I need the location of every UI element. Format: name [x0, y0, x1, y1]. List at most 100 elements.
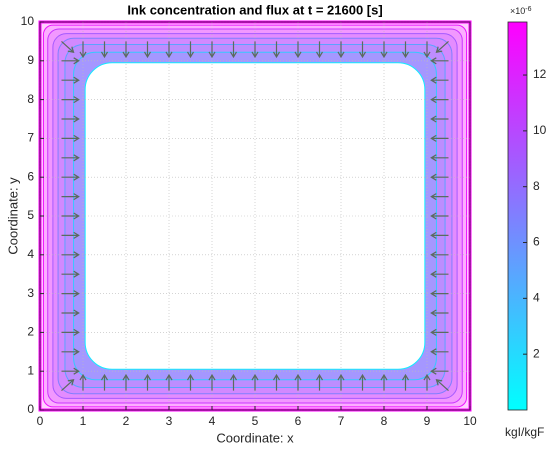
- y-tick-label: 9: [27, 53, 34, 67]
- colorbar-tick-label: 12: [533, 67, 547, 81]
- y-tick-label: 4: [27, 247, 34, 261]
- x-tick-label: 5: [252, 414, 259, 428]
- colorbar-label: kgI/kgF: [505, 425, 544, 439]
- flux-arrow: [229, 41, 238, 59]
- flux-arrow: [61, 115, 80, 123]
- flux-arrow: [251, 373, 259, 391]
- flux-arrow: [229, 373, 238, 391]
- flux-arrow: [294, 373, 302, 391]
- flux-arrow: [61, 57, 80, 65]
- flux-arrow: [401, 373, 410, 391]
- flux-arrow: [430, 57, 449, 65]
- flux-arrow: [61, 76, 80, 84]
- flux-arrow: [337, 41, 345, 59]
- flux-arrow: [435, 40, 449, 54]
- flux-arrow: [186, 41, 195, 59]
- flux-arrow: [61, 290, 80, 298]
- flux-arrow: [380, 373, 388, 391]
- y-tick-label: 10: [21, 14, 35, 28]
- flux-arrow: [358, 41, 367, 59]
- flux-arrow: [143, 373, 152, 391]
- x-tick-label: 2: [123, 414, 130, 428]
- flux-arrow: [79, 373, 87, 391]
- flux-arrow: [430, 193, 449, 201]
- flux-arrow: [208, 373, 216, 391]
- colorbar-multiplier: ×10-6: [510, 6, 532, 17]
- flux-arrow: [122, 41, 130, 59]
- flux-arrow: [165, 373, 173, 391]
- flux-arrow: [61, 251, 80, 259]
- flux-arrow: [208, 41, 216, 59]
- x-tick-label: 0: [37, 414, 44, 428]
- y-tick-label: 5: [27, 208, 34, 222]
- flux-arrow: [380, 41, 388, 59]
- flux-arrow: [430, 309, 449, 317]
- flux-arrow: [61, 154, 80, 162]
- flux-arrow: [430, 231, 449, 239]
- flux-arrow: [430, 328, 449, 336]
- colorbar: [507, 21, 528, 411]
- flux-arrow: [315, 41, 324, 59]
- x-tick-label: 1: [80, 414, 87, 428]
- y-tick-label: 0: [27, 402, 34, 416]
- flux-arrow: [122, 373, 130, 391]
- flux-arrow: [401, 41, 410, 59]
- multiplier-exponent: -6: [525, 6, 531, 13]
- flux-arrow: [423, 373, 431, 391]
- x-axis-label: Coordinate: x: [216, 430, 294, 445]
- flux-arrow: [61, 40, 75, 54]
- flux-arrow: [100, 41, 109, 59]
- flux-arrow: [294, 41, 302, 59]
- axes-box: [39, 21, 471, 411]
- flux-arrow: [61, 309, 80, 317]
- flux-arrow: [430, 367, 449, 375]
- flux-arrow: [430, 212, 449, 220]
- flux-arrow: [186, 373, 195, 391]
- flux-arrow: [358, 373, 367, 391]
- x-tick-label: 3: [166, 414, 173, 428]
- colorbar-tick-label: 6: [533, 235, 540, 249]
- flux-arrow: [61, 173, 80, 181]
- flux-arrow: [251, 41, 259, 59]
- flux-arrow: [61, 96, 80, 104]
- colorbar-tick-label: 2: [533, 346, 540, 360]
- flux-arrow: [272, 41, 281, 59]
- y-tick-label: 1: [27, 363, 34, 377]
- flux-arrow: [315, 373, 324, 391]
- flux-arrow: [61, 367, 80, 375]
- colorbar-tick-label: 4: [533, 291, 540, 305]
- flux-arrow: [61, 134, 80, 142]
- flux-arrow: [430, 154, 449, 162]
- flux-arrow: [337, 373, 345, 391]
- y-tick-label: 6: [27, 169, 34, 183]
- y-tick-label: 2: [27, 325, 34, 339]
- y-tick-label: 8: [27, 92, 34, 106]
- flux-arrow: [61, 270, 80, 278]
- flux-arrow: [143, 41, 152, 59]
- y-axis-label: Coordinate: y: [5, 177, 20, 255]
- flux-arrow: [100, 373, 109, 391]
- x-tick-label: 7: [338, 414, 345, 428]
- x-tick-label: 6: [295, 414, 302, 428]
- flux-arrow: [430, 348, 449, 356]
- chart-title: Ink concentration and flux at t = 21600 …: [127, 2, 382, 17]
- flux-arrow: [61, 378, 75, 392]
- y-tick-label: 7: [27, 131, 34, 145]
- x-tick-label: 9: [424, 414, 431, 428]
- flux-arrow: [430, 115, 449, 123]
- flux-arrow: [272, 373, 281, 391]
- flux-arrow: [430, 173, 449, 181]
- flux-arrow: [61, 231, 80, 239]
- flux-arrow: [430, 290, 449, 298]
- flux-arrow: [61, 212, 80, 220]
- colorbar-tick-label: 10: [533, 123, 547, 137]
- flux-arrow: [435, 378, 449, 392]
- x-tick-label: 10: [463, 414, 477, 428]
- flux-arrow: [79, 41, 87, 59]
- x-tick-label: 4: [209, 414, 216, 428]
- flux-arrow: [430, 134, 449, 142]
- flux-arrow: [430, 96, 449, 104]
- multiplier-base: ×10: [510, 6, 525, 16]
- x-tick-label: 8: [381, 414, 388, 428]
